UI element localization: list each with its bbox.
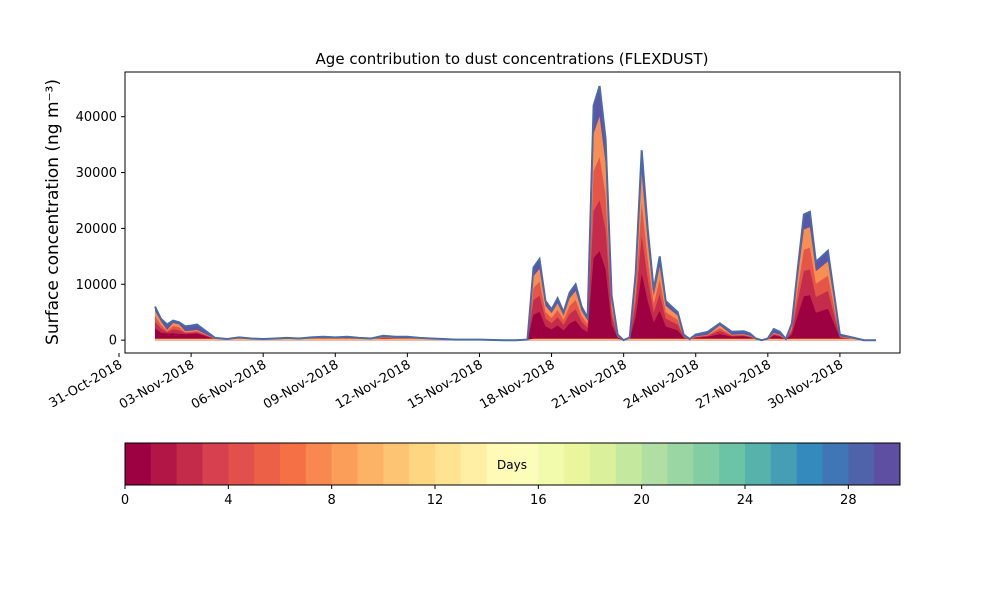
age-layer-old (155, 86, 876, 341)
y-axis: 0 10000 20000 30000 40000 (76, 110, 125, 349)
colorbar-tick-label: 4 (224, 493, 232, 508)
colorbar-bin (512, 443, 539, 485)
age-layer-aged-band (155, 338, 876, 341)
colorbar-bin (874, 443, 901, 485)
colorbar-bin (745, 443, 772, 485)
colorbar-bin (615, 443, 643, 485)
colorbar-bin (409, 443, 436, 485)
colorbar-bin (435, 443, 462, 485)
colorbar-bin (357, 443, 384, 485)
colorbar-bin (564, 443, 591, 485)
colorbar-bin (228, 443, 255, 485)
x-tick-label: 27-Nov-2018 (694, 357, 774, 412)
colorbar-bin (848, 443, 875, 485)
colorbar-bin (822, 443, 849, 485)
y-tick-label: 10000 (76, 278, 117, 293)
x-tick-label: 06-Nov-2018 (189, 357, 269, 412)
x-axis: 31-Oct-201803-Nov-201806-Nov-201809-Nov-… (47, 353, 846, 412)
age-layer-2d (155, 200, 876, 341)
colorbar-bin (280, 443, 307, 485)
x-tick-label: 21-Nov-2018 (549, 357, 629, 412)
colorbar-bin (150, 443, 178, 485)
colorbar-bin (486, 443, 513, 485)
age-layer-0d (155, 251, 876, 341)
colorbar-bin (383, 443, 410, 485)
colorbar-tick-label: 0 (121, 493, 129, 508)
colorbar-bin (460, 443, 488, 485)
y-tick-label: 20000 (76, 222, 117, 237)
plot-area (124, 71, 901, 354)
colorbar-bin (667, 443, 694, 485)
colorbar-bin (125, 443, 152, 485)
colorbar-bin (770, 443, 798, 485)
colorbar-tick-label: 20 (633, 493, 650, 508)
colorbar-bin (590, 443, 617, 485)
colorbar-tick-label: 12 (427, 493, 444, 508)
x-tick-label: 03-Nov-2018 (117, 357, 197, 412)
colorbar: 0 4 8 12 16 20 24 28 (121, 442, 901, 508)
total-concentration-line (154, 85, 876, 342)
chart-title: Age contribution to dust concentrations … (316, 50, 709, 68)
colorbar-bin (796, 443, 823, 485)
x-tick-label: 15-Nov-2018 (405, 357, 485, 412)
colorbar-frame (124, 442, 901, 486)
x-tick-label: 18-Nov-2018 (477, 357, 557, 412)
colorbar-bin (176, 443, 203, 485)
colorbar-tick-label: 24 (737, 493, 754, 508)
plot-frame (124, 71, 901, 354)
colorbar-bin (331, 443, 358, 485)
colorbar-tick-label: 16 (530, 493, 547, 508)
x-tick-label: 12-Nov-2018 (333, 357, 413, 412)
age-layer-6d (155, 116, 876, 341)
x-tick-label: 31-Oct-2018 (47, 357, 125, 411)
colorbar-tick-label: 8 (328, 493, 336, 508)
colorbar-bin (719, 443, 746, 485)
age-layer-4d (155, 157, 876, 341)
x-tick-label: 09-Nov-2018 (261, 357, 341, 412)
y-tick-label: 30000 (76, 166, 117, 181)
colorbar-tick-label: 28 (840, 493, 857, 508)
x-tick-label: 30-Nov-2018 (766, 357, 846, 412)
colorbar-bin (538, 443, 565, 485)
colorbar-bin (693, 443, 720, 485)
colorbar-bin (305, 443, 333, 485)
y-tick-label: 40000 (76, 110, 117, 125)
x-tick-label: 24-Nov-2018 (621, 357, 701, 412)
y-axis-label: Surface concentration (ng m⁻³) (43, 79, 63, 345)
colorbar-label: Days (497, 458, 527, 472)
y-tick-label: 0 (109, 334, 117, 349)
colorbar-bin (641, 443, 668, 485)
colorbar-bin (202, 443, 229, 485)
colorbar-bin (254, 443, 281, 485)
